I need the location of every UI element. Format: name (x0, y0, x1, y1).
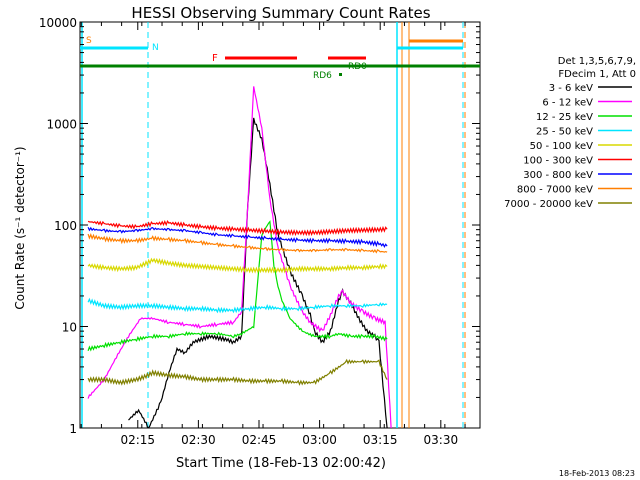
y-tick-label: 1 (69, 422, 77, 436)
legend-entry-label: 12 - 25 keV (536, 112, 593, 123)
x-axis-label: Start Time (18-Feb-13 02:00:42) (176, 456, 386, 471)
series-line-300-800kev (87, 226, 388, 248)
footer-timestamp: 18-Feb-2013 08:23 (559, 469, 635, 478)
saa-flag-label: S (86, 36, 92, 46)
legend-entry-label: 800 - 7000 keV (517, 185, 593, 196)
legend-entry-label: 25 - 50 keV (536, 127, 593, 138)
y-tick-label: 10 (62, 321, 77, 335)
y-tick-label: 100 (54, 219, 77, 233)
series-line-25-50kev (87, 297, 388, 314)
series-line-100-300kev (87, 219, 388, 237)
flare-flag-label: F (212, 53, 218, 64)
series-line-50-100kev (87, 257, 388, 274)
legend-entry-label: 3 - 6 keV (549, 83, 593, 94)
legend-header: FDecim 1, Att 0 (558, 69, 636, 80)
x-tick-label: 02:15 (120, 433, 155, 447)
decimation-rd0-label: RD0 (348, 62, 367, 72)
y-tick-label: 10000 (39, 16, 77, 30)
decimation-marker (339, 73, 342, 76)
legend: Det 1,3,5,6,7,9, FDecim 1, Att 0 3 - 6 keV… (504, 56, 636, 210)
decimation-rd6-label: RD6 (313, 71, 332, 81)
legend-entry-label: 300 - 800 keV (523, 170, 593, 181)
night-flag-label: N (152, 43, 159, 53)
x-tick-label: 03:30 (424, 433, 459, 447)
axes: 1 10 100 1000 10000 02:15 02:30 02:45 03:00 03:15… (39, 16, 480, 447)
y-tick-label: 1000 (46, 118, 77, 132)
series-line-6-12kev (87, 86, 392, 429)
x-tick-label: 03:00 (302, 433, 337, 447)
legend-entry-label: 6 - 12 keV (542, 98, 593, 109)
legend-entry-label: 7000 - 20000 keV (504, 199, 593, 210)
legend-entry-label: 100 - 300 keV (523, 156, 593, 167)
series-line-800-7000kev (87, 233, 388, 254)
y-axis-label: Count Rate (s⁻¹ detector⁻¹) (13, 146, 27, 309)
x-tick-label: 02:30 (181, 433, 216, 447)
series-line-12-25kev (87, 220, 388, 352)
legend-entry-label: 50 - 100 keV (530, 141, 594, 152)
x-tick-label: 02:45 (242, 433, 277, 447)
series-line-7000-20000kev (87, 358, 388, 386)
series-lines (87, 86, 392, 429)
chart-title: HESSI Observing Summary Count Rates (131, 4, 430, 22)
x-tick-label: 03:15 (363, 433, 398, 447)
legend-header: Det 1,3,5,6,7,9, (558, 56, 636, 67)
